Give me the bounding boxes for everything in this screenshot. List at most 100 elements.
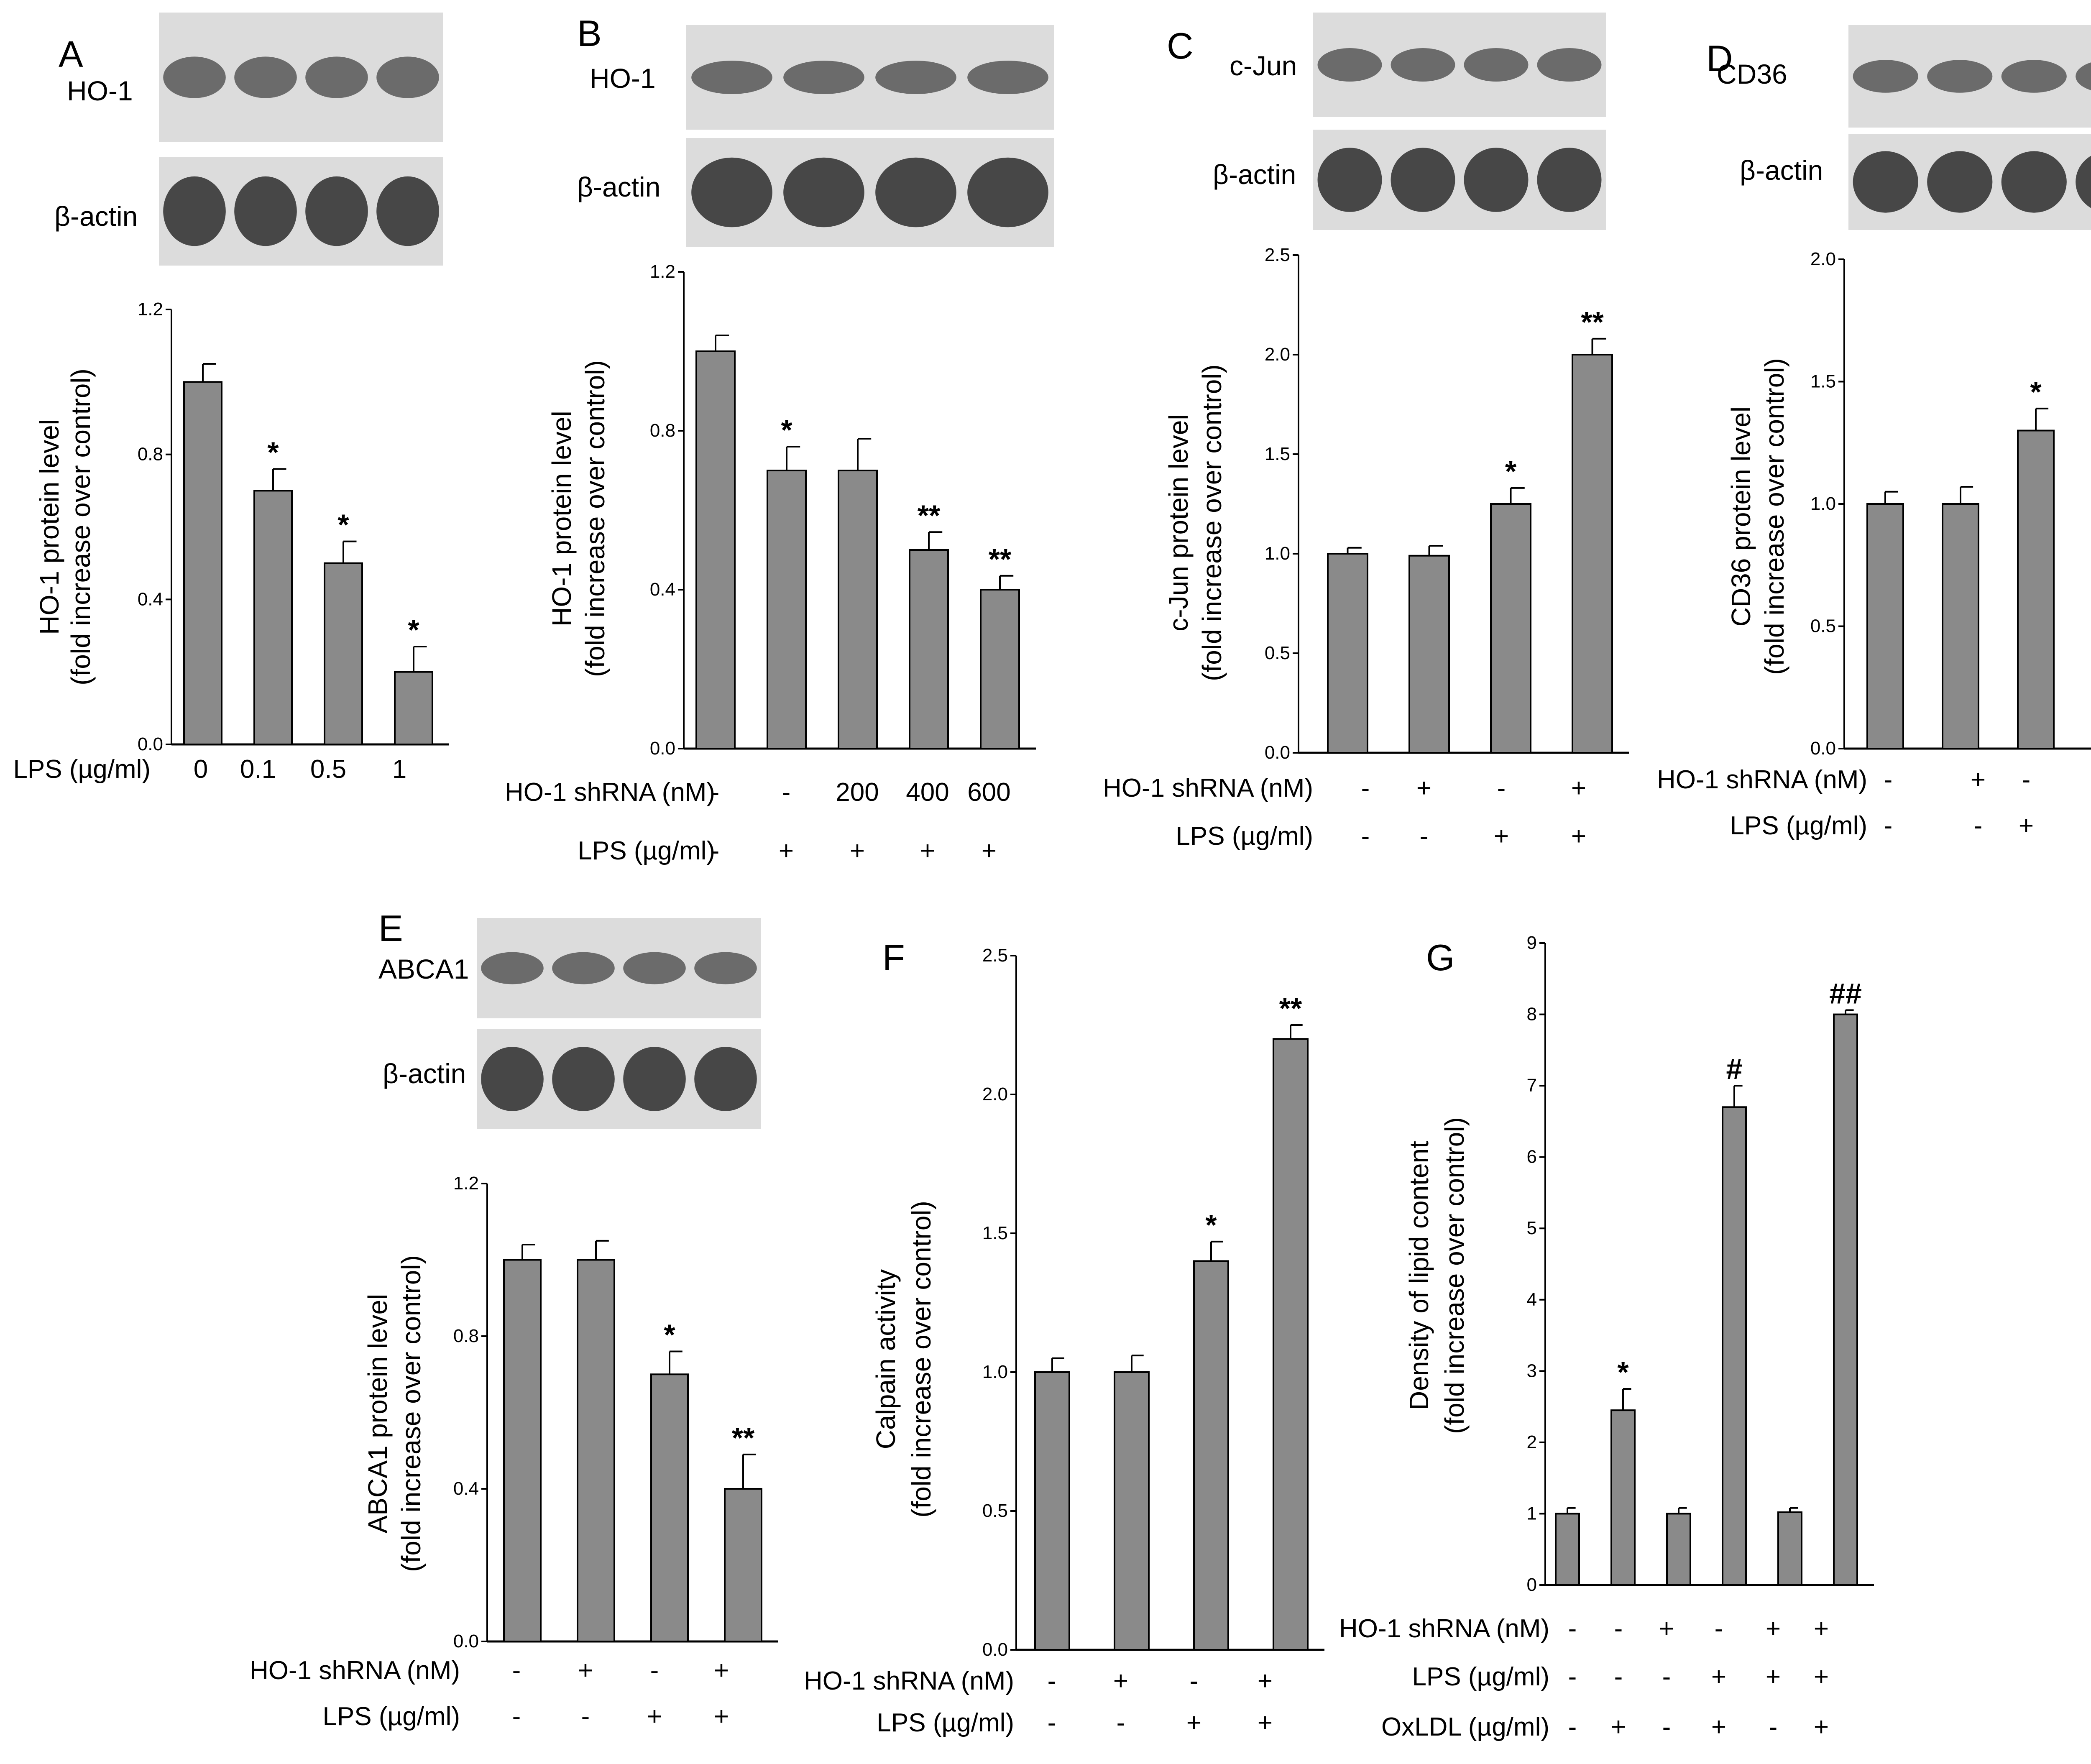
condition-mark: + (1571, 774, 1586, 803)
y-tick-label: 0.5 (1265, 643, 1290, 663)
condition-label: HO-1 shRNA (nM) (505, 778, 715, 807)
blot-band (163, 176, 226, 246)
significance-mark: * (1505, 455, 1517, 488)
bar-g-4 (1777, 1511, 1802, 1586)
condition-mark: 0.5 (310, 755, 346, 784)
condition-mark: - (711, 778, 720, 807)
condition-mark: + (920, 836, 935, 865)
condition-mark: - (711, 836, 720, 865)
y-tick-label: 2.5 (982, 945, 1008, 966)
blot-band (1317, 48, 1382, 82)
y-tick-label: 2.0 (982, 1084, 1008, 1104)
blot-band (1317, 148, 1382, 212)
blot-band (1391, 148, 1455, 212)
y-axis-label: HO-1 protein level (34, 419, 64, 635)
condition-mark: 0 (194, 755, 208, 784)
bar-b-4 (980, 589, 1020, 749)
bar-c-1 (1408, 555, 1450, 754)
y-tick-label: 7 (1527, 1075, 1537, 1096)
y-tick-label: 2.5 (1265, 245, 1290, 265)
blot-band (305, 56, 368, 98)
condition-mark: + (1766, 1614, 1781, 1643)
panel-a: AHO-1 β-actin 0.0 0.4 0.8 1.2 HO-1 protein lev… (13, 13, 449, 784)
bar-e-1 (577, 1259, 615, 1642)
y-axis-label: Density of lipid content (1404, 1141, 1434, 1410)
condition-mark: - (1048, 1708, 1056, 1737)
blot-label-a-0: HO-1 (67, 75, 133, 106)
bar-a-0 (183, 381, 222, 745)
condition-mark: + (1571, 822, 1586, 851)
y-tick-label: 0.0 (1265, 742, 1290, 763)
condition-label: LPS (µg/ml) (1730, 811, 1867, 840)
blot-label-d-0: CD36 (1717, 59, 1787, 89)
condition-mark: + (1971, 765, 1986, 794)
condition-mark: + (779, 836, 794, 865)
condition-label: LPS (µg/ml) (1412, 1662, 1549, 1691)
significance-mark: * (267, 436, 279, 468)
blot-band (234, 176, 297, 246)
blot-band (1927, 151, 1993, 213)
y-axis-label: (fold increase over control) (1197, 364, 1227, 681)
blot-band (1853, 151, 1918, 213)
condition-mark: 200 (836, 778, 879, 807)
blot-band (305, 176, 368, 246)
blot-band (552, 1047, 615, 1111)
blot-band (1853, 60, 1918, 93)
condition-mark: - (1361, 774, 1370, 803)
condition-mark: - (512, 1702, 521, 1731)
condition-mark: - (581, 1702, 590, 1731)
bar-d-1 (1942, 503, 1979, 749)
bar-b-2 (838, 470, 878, 749)
condition-mark: - (1769, 1713, 1778, 1741)
y-tick-label: 1.0 (982, 1362, 1008, 1382)
y-tick-label: 1 (1527, 1503, 1537, 1524)
blot-band (163, 56, 226, 98)
y-tick-label: 9 (1527, 933, 1537, 953)
blot-label-b-1: β-actin (577, 171, 660, 202)
blot-band (1464, 48, 1529, 82)
bar-e-3 (724, 1488, 762, 1642)
blot-band (694, 1047, 757, 1111)
bar-a-1 (253, 490, 293, 746)
y-tick-label: 1.5 (1265, 444, 1290, 464)
blot-label-d-1: β-actin (1740, 155, 1823, 186)
bar-c-3 (1572, 354, 1613, 754)
panel-g: G 0 1 2 3 4 5 6 7 8 9 Density of lipid content (fold… (1339, 933, 1874, 1741)
y-tick-label: 3 (1527, 1360, 1537, 1381)
y-axis-label: (fold increase over control) (580, 360, 610, 677)
condition-label: HO-1 shRNA (nM) (250, 1656, 460, 1685)
condition-mark: - (1497, 774, 1506, 803)
panel-label-b: B (577, 13, 602, 54)
condition-mark: + (1814, 1662, 1829, 1691)
significance-mark: ** (1279, 992, 1302, 1025)
y-tick-label: 0.5 (1810, 616, 1836, 637)
bar-f-1 (1114, 1371, 1150, 1651)
y-tick-label: 1.2 (650, 261, 675, 282)
y-axis-label: (fold increase over control) (1439, 1117, 1470, 1434)
y-tick-label: 0.4 (453, 1478, 479, 1499)
bar-b-0 (695, 350, 736, 749)
y-tick-label: 1.0 (1810, 493, 1836, 514)
condition-mark: + (1659, 1614, 1674, 1643)
condition-mark: 0.1 (240, 755, 276, 784)
condition-mark: - (1715, 1614, 1723, 1643)
y-tick-label: 0.8 (650, 420, 675, 441)
panel-f: F 0.0 0.5 1.0 1.5 2.0 2.5 Calpain activity (fold… (804, 937, 1324, 1737)
significance-mark: * (337, 509, 349, 541)
y-tick-label: 0.8 (453, 1326, 479, 1346)
blot-band (1464, 148, 1529, 212)
bar-e-2 (650, 1373, 689, 1642)
condition-label: HO-1 shRNA (nM) (1339, 1614, 1549, 1643)
bar-g-2 (1666, 1513, 1691, 1586)
condition-label: LPS (µg/ml) (13, 755, 151, 784)
significance-mark: ** (1581, 306, 1604, 338)
condition-mark: + (982, 836, 997, 865)
panel-label-e: E (378, 908, 403, 949)
condition-mark: + (2019, 811, 2034, 840)
blot-label-a-1: β-actin (54, 201, 138, 232)
condition-mark: - (1361, 822, 1370, 851)
y-tick-label: 0.0 (138, 734, 163, 754)
blot-label-e-0: ABCA1 (378, 954, 469, 984)
